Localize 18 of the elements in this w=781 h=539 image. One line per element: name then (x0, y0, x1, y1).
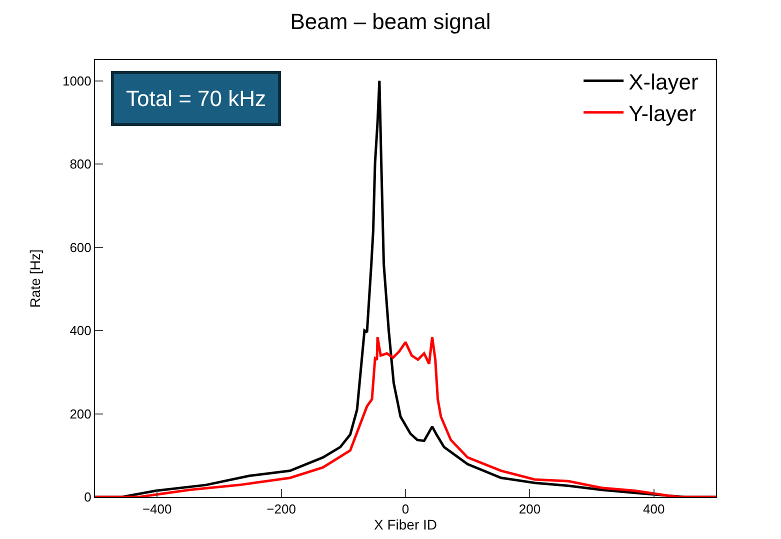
y-tick-label: 1000 (62, 73, 92, 88)
y-tick-label: 0 (84, 490, 92, 505)
legend-label: Y-layer (628, 100, 696, 126)
x-tick-label: −200 (266, 502, 296, 517)
annotation: Total = 70 kHz (126, 86, 266, 111)
y-axis-title: Rate [Hz] (27, 249, 44, 308)
y-tick-label: 800 (70, 156, 92, 172)
x-tick-label: 200 (518, 502, 541, 517)
y-tick-label: 200 (70, 406, 92, 422)
x-axis-title: X Fiber ID (374, 516, 438, 533)
chart-title: Beam – beam signal (290, 8, 491, 34)
x-tick-label: −400 (142, 502, 172, 517)
legend-label: X-layer (628, 69, 698, 94)
y-tick-label: 600 (70, 240, 92, 255)
line-series (95, 336, 716, 497)
x-tick-label: 0 (402, 502, 410, 517)
y-tick-label: 400 (70, 323, 92, 338)
x-tick-label: 400 (643, 502, 665, 517)
